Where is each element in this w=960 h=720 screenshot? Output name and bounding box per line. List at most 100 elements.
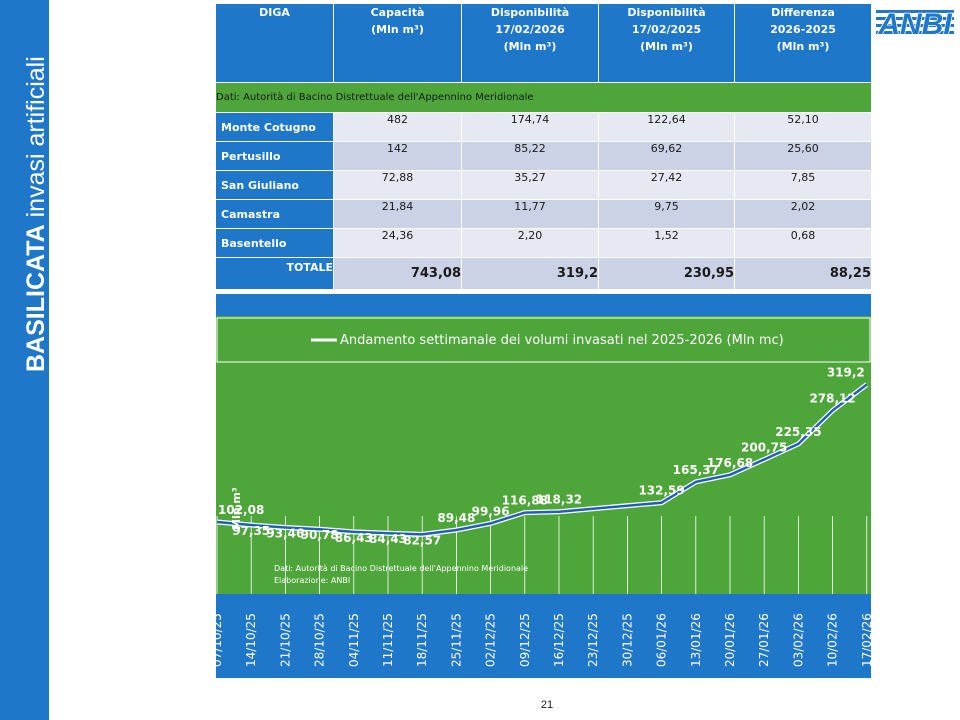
sidebar-title: BASILICATA invasi artificiali [22, 56, 50, 372]
sidebar-title-bold: BASILICATA [22, 224, 50, 372]
availability-2025-cell: 69,62 [598, 141, 735, 171]
availability-2025-cell: 1,52 [598, 228, 735, 258]
difference-cell: 0,68 [734, 228, 872, 258]
table-row: Camastra 21,84 11,77 9,75 2,02 [215, 199, 872, 229]
data-label: 97,35 [232, 524, 270, 538]
sidebar-title-rest: invasi artificiali [22, 56, 50, 218]
data-label: 90,78 [301, 528, 339, 542]
capacity-cell: 21,84 [333, 199, 462, 229]
data-label: 116,88 [502, 494, 548, 508]
x-tick-label: 14/10/25 [244, 613, 258, 667]
capacity-cell: 24,36 [333, 228, 462, 258]
x-tick-label: 04/11/25 [347, 613, 361, 667]
x-tick-labels: 07/10/25 14/10/25 21/10/25 28/10/25 04/11/25… [216, 613, 871, 667]
x-tick-label: 17/02/26 [860, 613, 871, 667]
availability-2025-cell: 122,64 [598, 112, 735, 142]
availability-2026-cell: 174,74 [461, 112, 599, 142]
data-label: 86,43 [335, 531, 373, 545]
availability-2026-cell: 2,20 [461, 228, 599, 258]
x-tick-label: 03/02/26 [791, 613, 805, 667]
x-axis-band [216, 594, 871, 678]
data-label: 99,96 [472, 504, 510, 518]
data-label: 132,59 [638, 484, 684, 498]
data-label: 84,43 [369, 532, 407, 546]
x-tick-label: 06/01/26 [655, 613, 669, 667]
header-capacity: Capacità (Mln m³) [333, 3, 462, 83]
total-capacity: 743,08 [333, 257, 462, 290]
chart-top-band [216, 294, 871, 316]
x-tick-label: 18/11/25 [415, 613, 429, 667]
total-availability-2025: 230,95 [598, 257, 735, 290]
header-availability-2025: Disponibilità 17/02/2025 (Mln m³) [598, 3, 735, 83]
data-label: 200,75 [741, 441, 787, 455]
dam-name: San Giuliano [215, 170, 334, 200]
dam-name: Pertusillo [215, 141, 334, 171]
table-header-row: DIGA Capacità (Mln m³) Disponibilità 17/02… [215, 3, 872, 83]
x-tick-label: 13/01/26 [689, 613, 703, 667]
x-tick-label: 09/12/25 [518, 613, 532, 667]
total-difference: 88,25 [734, 257, 872, 290]
x-tick-label: 02/12/25 [484, 613, 498, 667]
table-row: Monte Cotugno 482 174,74 122,64 52,10 [215, 112, 872, 142]
data-label: 176,68 [707, 456, 753, 470]
header-difference: Differenza 2026-2025 (Mln m³) [734, 3, 872, 83]
data-label: 89,48 [437, 511, 475, 525]
dam-name: Camastra [215, 199, 334, 229]
header-availability-2026: Disponibilità 17/02/2026 (Mln m³) [461, 3, 599, 83]
table-row: Basentello 24,36 2,20 1,52 0,68 [215, 228, 872, 258]
difference-cell: 52,10 [734, 112, 872, 142]
x-tick-label: 07/10/25 [216, 613, 224, 667]
availability-2025-cell: 27,42 [598, 170, 735, 200]
chart-annotation-credit: Elaborazione: ANBI [274, 576, 350, 585]
table-source-row: Dati: Autorità di Bacino Distrettuale de… [215, 82, 872, 113]
logo-text: ANBI [877, 8, 952, 38]
availability-2025-cell: 9,75 [598, 199, 735, 229]
data-label: 82,57 [403, 533, 441, 547]
table-row: San Giuliano 72,88 35,27 27,42 7,85 [215, 170, 872, 200]
series-line [216, 383, 868, 536]
x-tick-label: 25/11/25 [449, 613, 463, 667]
dams-table: DIGA Capacità (Mln m³) Disponibilità 17/02… [215, 3, 872, 290]
x-tick-label: 21/10/25 [278, 613, 292, 667]
dam-name: Basentello [215, 228, 334, 258]
capacity-cell: 72,88 [333, 170, 462, 200]
chart-svg: Andamento settimanale dei volumi invasat… [216, 294, 871, 678]
header-dam: DIGA [215, 3, 334, 83]
x-tick-label: 16/12/25 [552, 613, 566, 667]
x-tick-label: 11/11/25 [381, 613, 395, 667]
chart-title: Andamento settimanale dei volumi invasat… [340, 333, 784, 348]
total-label: TOTALE [215, 257, 334, 290]
x-tick-label: 20/01/26 [723, 613, 737, 667]
table-source: Dati: Autorità di Bacino Distrettuale de… [215, 82, 872, 113]
availability-2026-cell: 11,77 [461, 199, 599, 229]
x-tick-label: 28/10/25 [313, 613, 327, 667]
x-tick-label: 23/12/25 [586, 613, 600, 667]
difference-cell: 2,02 [734, 199, 872, 229]
data-label: 278,12 [809, 392, 855, 406]
chart-annotation-source: Dati: Autorità di Bacino Distrettuale de… [274, 564, 528, 573]
volume-chart: Andamento settimanale dei volumi invasat… [216, 294, 871, 678]
x-tick-label: 10/02/26 [826, 613, 840, 667]
data-label: 93,46 [266, 527, 304, 541]
total-availability-2026: 319,2 [461, 257, 599, 290]
table-total-row: TOTALE 743,08 319,2 230,95 88,25 [215, 257, 872, 290]
availability-2026-cell: 35,27 [461, 170, 599, 200]
availability-2026-cell: 85,22 [461, 141, 599, 171]
capacity-cell: 482 [333, 112, 462, 142]
data-label: 319,2 [827, 366, 865, 380]
chart-gridlines [216, 516, 868, 594]
anbi-logo: ANBI [876, 7, 954, 38]
difference-cell: 25,60 [734, 141, 872, 171]
x-tick-label: 30/12/25 [620, 613, 634, 667]
data-label: 118,32 [536, 493, 582, 507]
dam-name: Monte Cotugno [215, 112, 334, 142]
x-tick-label: 27/01/26 [757, 613, 771, 667]
data-label: 165,37 [673, 463, 719, 477]
sidebar: BASILICATA invasi artificiali [0, 0, 50, 720]
y-axis-label: Mln m³ [230, 487, 243, 530]
page-number: 21 [540, 699, 554, 711]
table-row: Pertusillo 142 85,22 69,62 25,60 [215, 141, 872, 171]
data-label: 225,35 [775, 425, 821, 439]
capacity-cell: 142 [333, 141, 462, 171]
